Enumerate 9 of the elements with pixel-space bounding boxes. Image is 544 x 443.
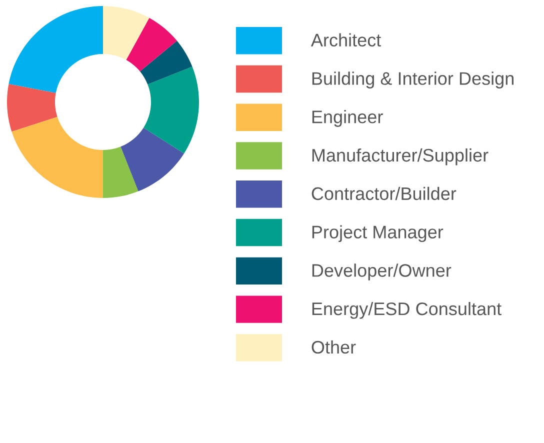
legend-label: Project Manager [312, 225, 444, 242]
legend-label: Manufacturer/Supplier [312, 148, 488, 166]
legend-label: Architect [310, 33, 382, 47]
legend-label: Engineer [312, 110, 383, 127]
legend-label: Contractor/Builder [312, 186, 456, 200]
legend-label: Building & Interior Design [312, 72, 514, 88]
legend-label: Other [312, 340, 356, 354]
legend-label: Developer/Owner [312, 264, 452, 280]
legend-label: Energy/ESD Consultant [312, 302, 502, 319]
